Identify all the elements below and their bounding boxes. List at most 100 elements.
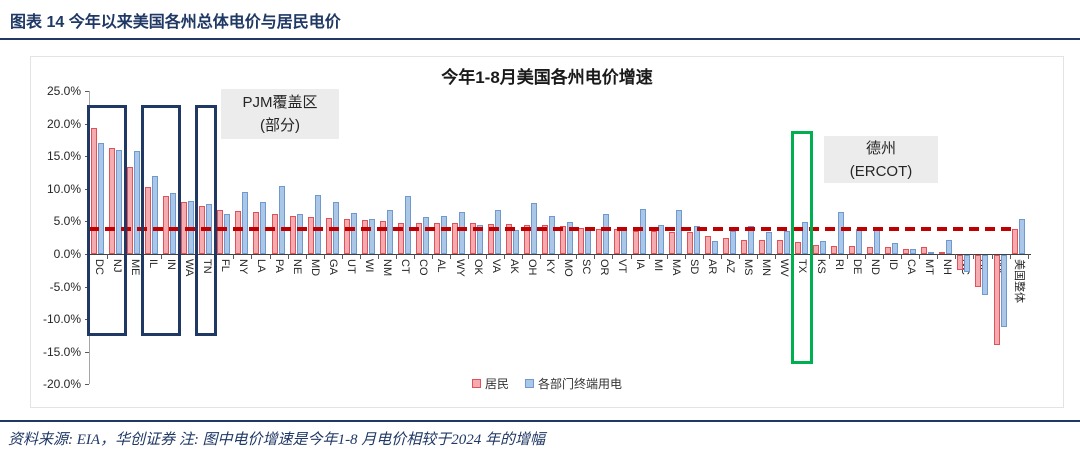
- header-divider: [0, 38, 1080, 40]
- highlight-box-IL: [141, 105, 182, 336]
- y-axis-tick-label: -5.0%: [49, 279, 81, 294]
- bar-all-sectors-AR: [711, 240, 718, 254]
- x-axis-tick: [359, 254, 361, 259]
- x-axis-label-ND: ND: [868, 259, 881, 275]
- bar-all-sectors-NY: [242, 192, 249, 254]
- x-axis-tick: [684, 254, 686, 259]
- reference-dashed-line: [89, 227, 1012, 232]
- bar-residential-NJ: [109, 148, 116, 254]
- bar-all-sectors-FL: [224, 214, 231, 254]
- bar-all-sectors-ID: [892, 242, 899, 254]
- y-axis-tick-label: -10.0%: [42, 312, 81, 327]
- bar-residential-WY: [452, 222, 458, 254]
- bar-residential-AR: [704, 235, 711, 254]
- y-axis-tick: [85, 384, 89, 386]
- chart-title: 今年1-8月美国各州电价增速: [441, 68, 653, 87]
- x-axis-tick: [829, 254, 831, 259]
- x-axis-tick: [630, 254, 632, 259]
- x-axis-label-OR: OR: [597, 259, 610, 276]
- annotation-pjm: PJM覆盖区 (部分): [221, 89, 339, 139]
- bar-residential-NC: [957, 255, 964, 270]
- source-note: 资料来源: EIA，华创证券 注: 图中电价增速是今年1-8 月电价相较于202…: [8, 432, 546, 448]
- x-axis-tick: [323, 254, 325, 259]
- bar-all-sectors-美国整体: [1018, 219, 1025, 254]
- bar-all-sectors-UT: [350, 212, 357, 254]
- x-axis-tick: [504, 254, 506, 259]
- x-axis-tick: [377, 254, 379, 259]
- bar-residential-KS: [813, 244, 819, 254]
- figure-caption: 图表 14 今年以来美国各州总体电价与居民电价: [10, 14, 341, 31]
- legend: 居民 各部门终端用电: [471, 375, 622, 392]
- x-axis-label-ID: ID: [886, 259, 899, 270]
- x-axis-tick: [468, 254, 470, 259]
- x-axis-label-AL: AL: [435, 259, 448, 273]
- bar-all-sectors-NV: [1000, 255, 1007, 327]
- bar-residential-MO: [560, 225, 567, 254]
- x-axis-label-AZ: AZ: [724, 259, 737, 274]
- x-axis-tick: [720, 254, 722, 259]
- bar-residential-DC: [91, 128, 97, 254]
- bar-all-sectors-DE: [856, 229, 863, 254]
- bar-all-sectors-HI: [982, 255, 989, 296]
- x-axis-tick: [395, 254, 397, 259]
- bar-residential-OK: [470, 223, 477, 254]
- x-axis-label-KS: KS: [814, 259, 827, 274]
- x-axis-label-MD: MD: [309, 259, 322, 277]
- x-axis-label-CA: CA: [904, 259, 917, 275]
- bar-all-sectors-SD: [693, 225, 700, 254]
- x-axis-label-MN: MN: [760, 259, 773, 277]
- x-axis-label-NY: NY: [236, 259, 249, 275]
- bar-residential-FL: [217, 210, 224, 254]
- bar-residential-OR: [596, 228, 603, 254]
- x-axis-tick: [847, 254, 849, 259]
- legend-swatch-icon: [525, 379, 534, 388]
- bar-residential-美国整体: [1011, 229, 1018, 254]
- annotation-ercot-line: (ERCOT): [849, 162, 913, 180]
- x-axis-label-VA: VA: [489, 259, 502, 273]
- x-axis-label-MO: MO: [561, 259, 574, 277]
- bar-residential-VT: [614, 228, 621, 254]
- x-axis-tick: [431, 254, 433, 259]
- bar-all-sectors-NH: [946, 240, 953, 254]
- x-axis-tick: [576, 254, 578, 259]
- x-axis-tick: [413, 254, 415, 259]
- x-axis-tick: [738, 254, 740, 259]
- bar-all-sectors-WY: [459, 212, 465, 254]
- bar-residential-IL: [145, 186, 152, 254]
- bar-residential-MD: [307, 216, 314, 254]
- x-axis-label-SD: SD: [688, 259, 701, 275]
- bar-all-sectors-NM: [386, 210, 393, 254]
- x-axis-tick: [341, 254, 343, 259]
- x-axis-tick: [161, 254, 163, 259]
- x-axis-label-IA: IA: [634, 259, 646, 270]
- y-axis-tick-label: -20.0%: [42, 377, 81, 392]
- bar-all-sectors-NJ: [116, 149, 123, 254]
- bar-residential-NY: [235, 210, 242, 254]
- y-axis-tick: [85, 91, 89, 92]
- annotation-ercot-line: 德州: [865, 139, 896, 157]
- x-axis-tick: [522, 254, 524, 259]
- bar-all-sectors-OR: [603, 214, 610, 254]
- legend-swatch-icon: [471, 379, 481, 388]
- x-axis-tick: [269, 254, 271, 259]
- bar-residential-IA: [632, 230, 639, 254]
- x-axis-label-OK: OK: [471, 259, 484, 275]
- bar-residential-KY: [542, 225, 549, 254]
- bar-all-sectors-IA: [639, 209, 646, 254]
- bar-all-sectors-AZ: [729, 230, 736, 254]
- x-axis-label-CT: CT: [399, 259, 412, 274]
- x-axis-label-WY: WY: [453, 259, 466, 277]
- bar-residential-CT: [397, 222, 404, 254]
- x-axis-tick: [883, 254, 885, 259]
- bar-residential-MS: [740, 239, 747, 254]
- bar-residential-NH: [939, 252, 946, 255]
- y-axis-tick-label: 0.0%: [53, 247, 81, 261]
- bar-residential-NM: [379, 220, 386, 254]
- bar-all-sectors-KS: [820, 240, 826, 254]
- x-axis-tick: [540, 254, 542, 259]
- x-axis-tick: [612, 254, 614, 259]
- bar-residential-SC: [578, 227, 585, 254]
- x-axis-tick: [774, 254, 776, 259]
- x-axis-tick: [666, 254, 668, 259]
